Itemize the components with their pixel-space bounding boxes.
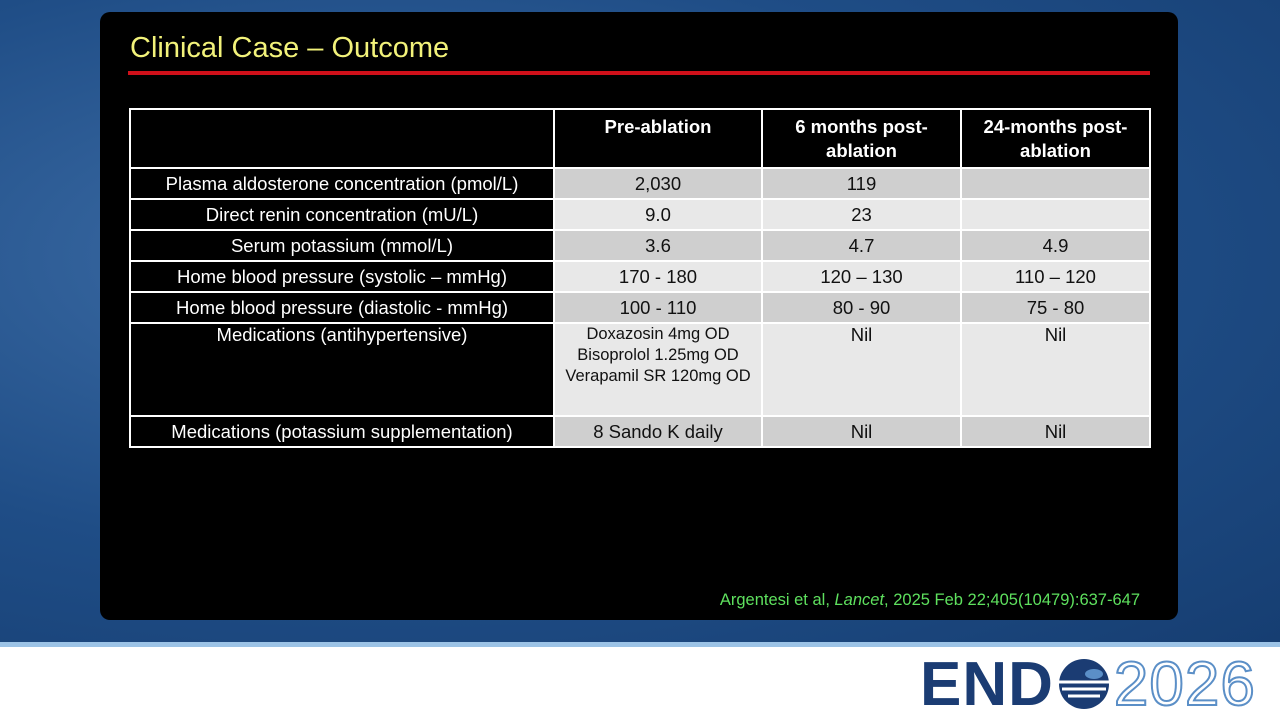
- row-label: Serum potassium (mmol/L): [129, 229, 555, 262]
- row-label: Home blood pressure (systolic – mmHg): [129, 260, 555, 293]
- slide-title: Clinical Case – Outcome: [130, 32, 450, 64]
- header-cell: 24-months post-ablation: [960, 108, 1151, 169]
- table-cell: 119: [761, 167, 962, 200]
- row-label: Plasma aldosterone concentration (pmol/L…: [129, 167, 555, 200]
- medication-line: Doxazosin 4mg OD: [586, 325, 730, 343]
- table-cell: 120 – 130: [761, 260, 962, 293]
- logo-left: END: [920, 649, 1054, 719]
- table-cell: Nil: [761, 415, 962, 448]
- table-row: Home blood pressure (diastolic - mmHg) 10…: [129, 291, 1151, 324]
- table-cell: Nil: [761, 322, 962, 417]
- citation-journal: Lancet: [834, 591, 885, 609]
- table-cell: 8 Sando K daily: [553, 415, 763, 448]
- table-row: Medications (potassium supplementation) 8…: [129, 415, 1151, 448]
- header-row: Pre-ablation 6 months post-ablation 24-mon…: [129, 108, 1151, 169]
- table-cell: 75 - 80: [960, 291, 1151, 324]
- medication-line: Verapamil SR 120mg OD: [565, 367, 751, 385]
- row-label: Medications (potassium supplementation): [129, 415, 555, 448]
- table-cell: 4.9: [960, 229, 1151, 262]
- medication-line: Bisoprolol 1.25mg OD: [577, 346, 739, 364]
- outcome-table: Pre-ablation 6 months post-ablation 24-mon…: [129, 108, 1151, 448]
- table-cell: 100 - 110: [553, 291, 763, 324]
- table-cell: 170 - 180: [553, 260, 763, 293]
- table-cell: 3.6: [553, 229, 763, 262]
- row-label: Medications (antihypertensive): [129, 322, 555, 417]
- table-row: Direct renin concentration (mU/L) 9.0 23: [129, 198, 1151, 231]
- header-cell: [129, 108, 555, 169]
- table-cell: Nil: [960, 322, 1151, 417]
- table-cell: 80 - 90: [761, 291, 962, 324]
- logo-globe: [1058, 659, 1109, 709]
- table-cell: [960, 198, 1151, 231]
- logo: END 2026: [920, 649, 1256, 720]
- header-cell: Pre-ablation: [553, 108, 763, 169]
- table-cell: 9.0: [553, 198, 763, 231]
- table-cell: 23: [761, 198, 962, 231]
- table-cell: Doxazosin 4mg OD Bisoprolol 1.25mg OD Vera…: [553, 322, 763, 417]
- table-row: Medications (antihypertensive) Doxazosin …: [129, 322, 1151, 417]
- table-row: Serum potassium (mmol/L) 3.6 4.7 4.9: [129, 229, 1151, 262]
- header-cell: 6 months post-ablation: [761, 108, 962, 169]
- row-label: Direct renin concentration (mU/L): [129, 198, 555, 231]
- table-row: Plasma aldosterone concentration (pmol/L…: [129, 167, 1151, 200]
- table-cell: [960, 167, 1151, 200]
- title-rule: [128, 71, 1150, 75]
- logo-right: 2026: [1113, 649, 1256, 720]
- table-cell: 110 – 120: [960, 260, 1151, 293]
- citation-authors: Argentesi et al,: [719, 591, 835, 609]
- table-cell: 2,030: [553, 167, 763, 200]
- row-label: Home blood pressure (diastolic - mmHg): [129, 291, 555, 324]
- citation-details: , 2025 Feb 22;405(10479):637-647: [884, 591, 1140, 609]
- table-row: Home blood pressure (systolic – mmHg) 170…: [129, 260, 1151, 293]
- citation: Argentesi et al, Lancet, 2025 Feb 22;405…: [720, 591, 1140, 610]
- table-cell: Nil: [960, 415, 1151, 448]
- table-cell: 4.7: [761, 229, 962, 262]
